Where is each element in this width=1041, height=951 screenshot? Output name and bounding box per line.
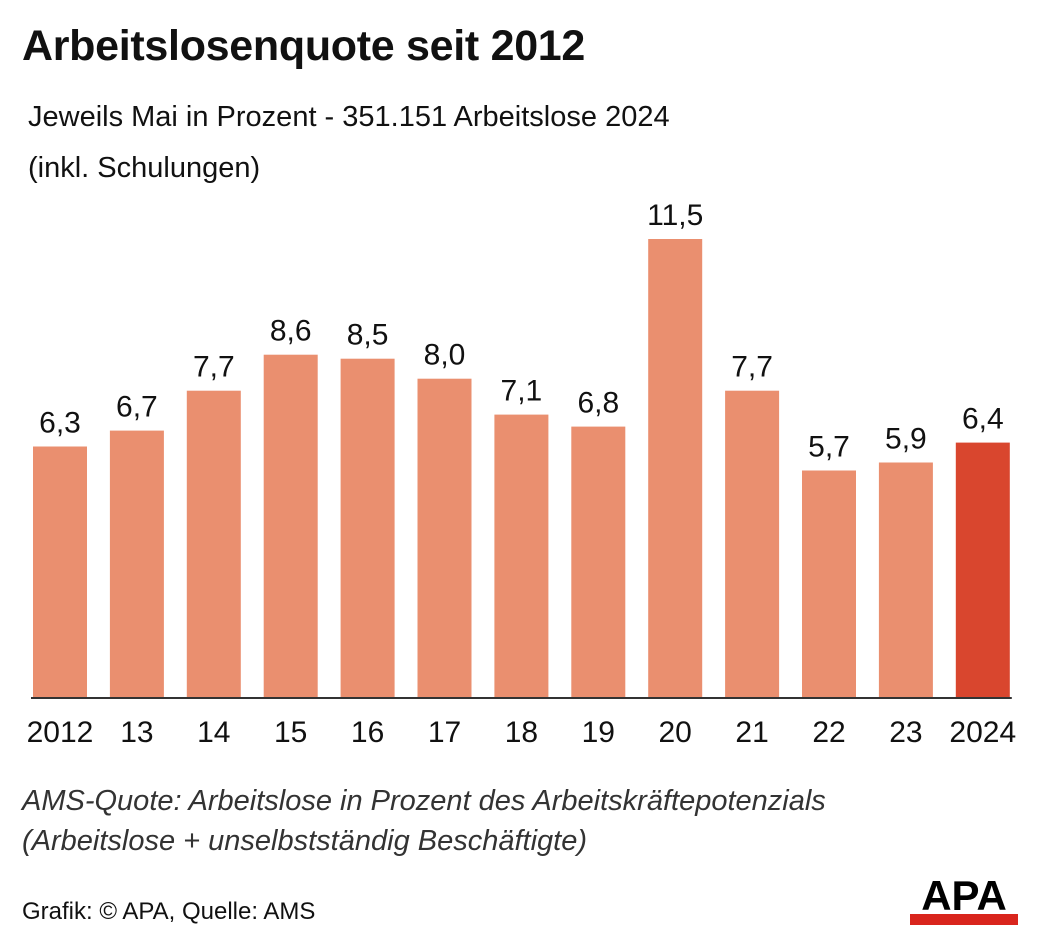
bar-14: [186, 390, 241, 698]
subtitle-line-2: (inkl. Schulungen): [28, 151, 261, 184]
x-tick-label-21: 21: [735, 716, 768, 749]
chart-subtitle: Jeweils Mai in Prozent - 351.151 Arbeits…: [28, 92, 928, 194]
bar-17: [417, 378, 472, 698]
bar-15: [263, 354, 318, 698]
x-tick-label-23: 23: [889, 716, 922, 749]
bar-13: [109, 430, 164, 698]
x-tick-label-2024: 2024: [949, 716, 1016, 749]
chart-footnote: AMS-Quote: Arbeitslose in Prozent des Ar…: [22, 781, 1022, 861]
bar-group: [33, 239, 1010, 698]
bar-18: [494, 414, 549, 698]
apa-logo-bar: [910, 914, 1018, 925]
value-label-21: 7,7: [731, 351, 773, 384]
value-label-16: 8,5: [347, 319, 389, 352]
value-label-group: 6,3 6,7 7,7 8,6 8,5 8,0 7,1 6,8 11,5 7,7 5,7 5,9 6,4: [39, 199, 1004, 464]
x-tick-label-19: 19: [582, 716, 615, 749]
value-label-18: 7,1: [501, 375, 543, 408]
bar-20: [648, 239, 703, 698]
value-label-20: 11,5: [647, 199, 703, 232]
bar-22: [802, 470, 856, 698]
x-tick-label-14: 14: [197, 716, 230, 749]
value-label-13: 6,7: [116, 391, 158, 424]
apa-logo: APA: [910, 874, 1018, 925]
value-label-2012: 6,3: [39, 407, 81, 440]
footnote-line-2: (Arbeitslose + unselbstständig Beschäfti…: [22, 825, 588, 858]
bar-2012: [33, 446, 87, 698]
bar-19: [571, 426, 626, 698]
value-label-14: 7,7: [193, 351, 235, 384]
value-label-15: 8,6: [270, 315, 312, 348]
apa-logo-text: APA: [921, 874, 1007, 919]
value-label-19: 6,8: [577, 387, 619, 420]
subtitle-line-1: Jeweils Mai in Prozent - 351.151 Arbeits…: [28, 101, 670, 133]
footnote-line-1: AMS-Quote: Arbeitslose in Prozent des Ar…: [22, 785, 826, 817]
bar-16: [340, 358, 395, 698]
x-tick-label-18: 18: [505, 716, 538, 749]
bar-21: [725, 390, 780, 698]
x-tick-label-17: 17: [428, 716, 461, 749]
value-label-23: 5,9: [885, 423, 927, 456]
value-label-17: 8,0: [424, 339, 466, 372]
x-tick-label-2012: 2012: [27, 716, 94, 749]
bar-23: [878, 462, 933, 698]
bar-2024: [955, 442, 1010, 698]
value-label-22: 5,7: [808, 431, 850, 464]
x-tick-label-16: 16: [351, 716, 384, 749]
chart-title: Arbeitslosenquote seit 2012: [22, 22, 586, 70]
x-tick-label-13: 13: [120, 716, 153, 749]
x-tick-label-20: 20: [659, 716, 692, 749]
value-label-2024: 6,4: [962, 403, 1004, 436]
x-tick-label-22: 22: [812, 716, 845, 749]
x-tick-label-15: 15: [274, 716, 307, 749]
bar-chart: 6,3 6,7 7,7 8,6 8,5 8,0 7,1 6,8 11,5 7,7 5,7 5,9 6,4…: [27, 199, 1017, 749]
x-tick-label-group: 2012 13 14 15 16 17 18 19 20 21 22 23 2024: [27, 716, 1017, 749]
source-credit: Grafik: © APA, Quelle: AMS: [22, 898, 316, 925]
